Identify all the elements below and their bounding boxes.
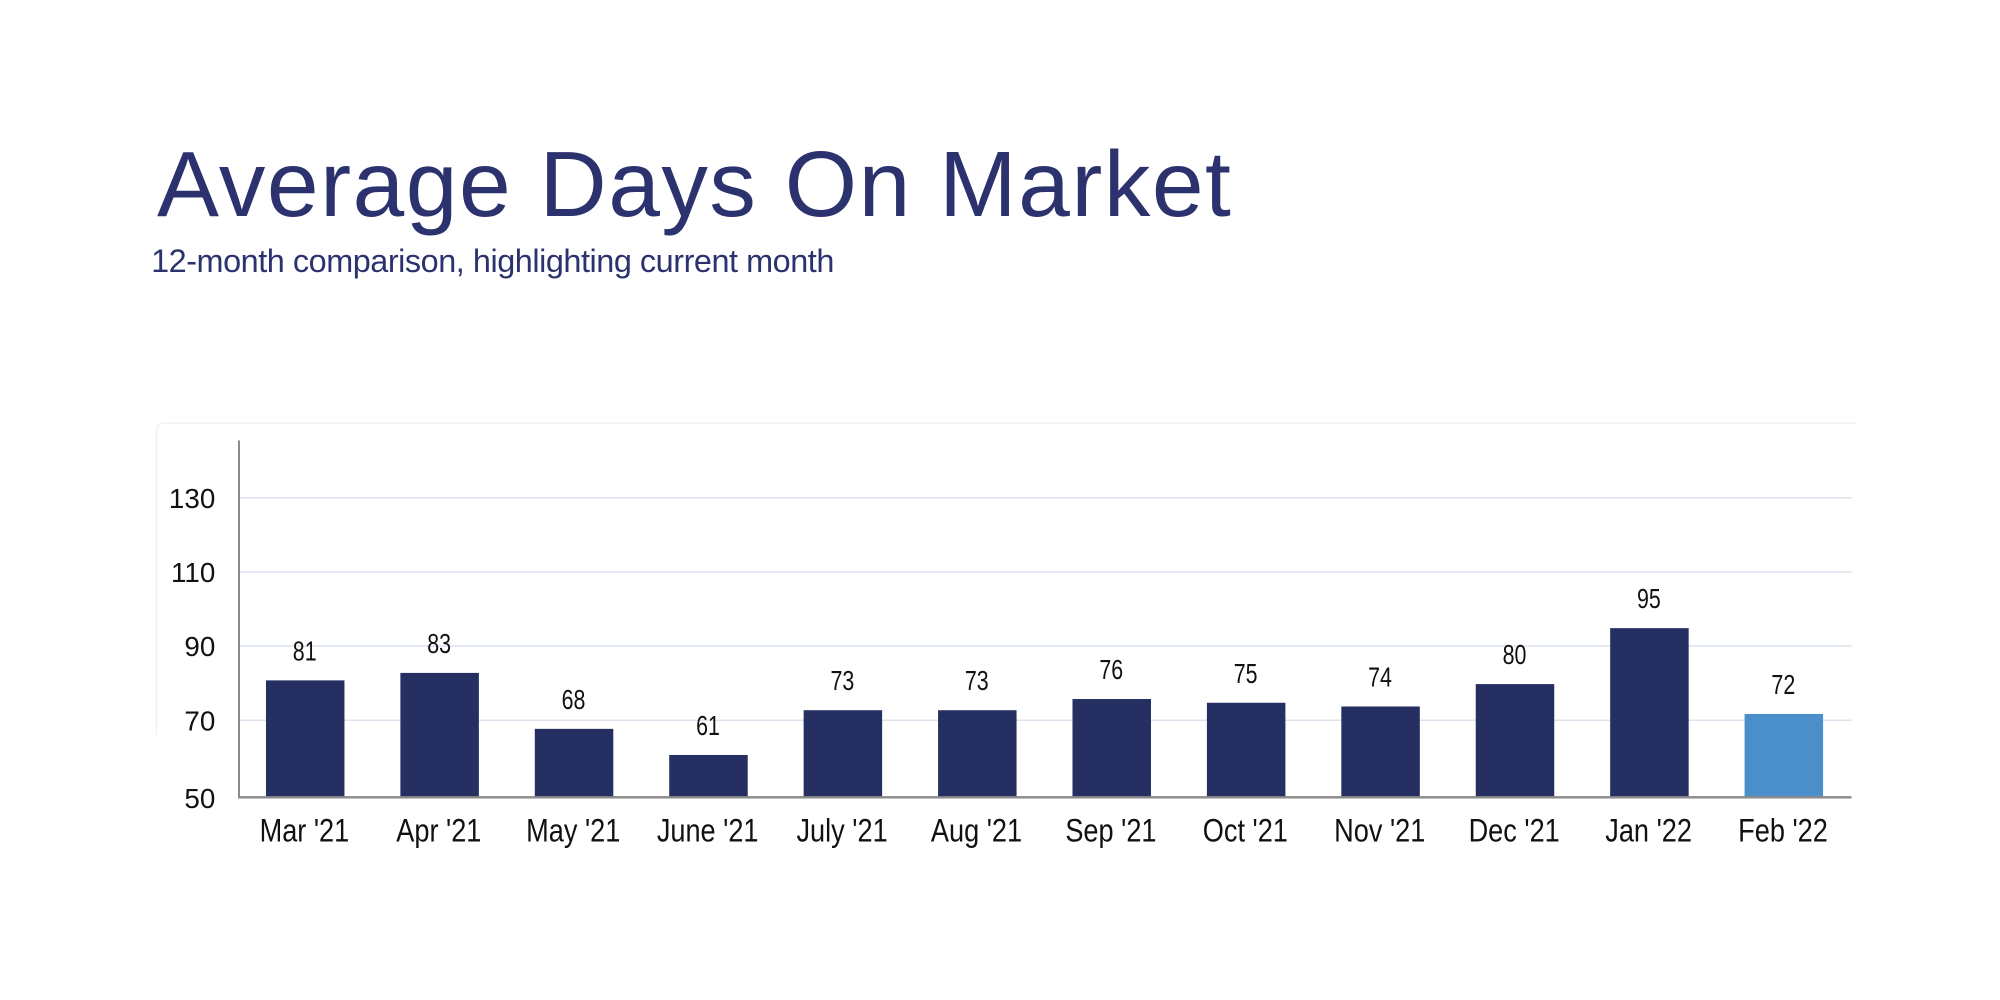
svg-text:110: 110 (171, 557, 215, 588)
svg-text:Oct '21: Oct '21 (1203, 812, 1288, 849)
svg-text:Average Days On Market: Average Days On Market (157, 132, 1232, 236)
svg-text:95: 95 (1637, 583, 1661, 614)
svg-text:May '21: May '21 (526, 812, 620, 849)
svg-text:Mar '21: Mar '21 (260, 812, 350, 849)
svg-text:Sep '21: Sep '21 (1065, 812, 1156, 849)
svg-text:July '21: July '21 (796, 812, 887, 849)
svg-text:50: 50 (184, 783, 215, 814)
svg-text:90: 90 (184, 631, 215, 662)
svg-text:130: 130 (169, 483, 215, 514)
svg-text:73: 73 (965, 665, 989, 696)
svg-text:72: 72 (1771, 669, 1795, 700)
svg-text:12-month comparison, highlight: 12-month comparison, highlighting curren… (151, 243, 834, 279)
svg-text:73: 73 (830, 665, 854, 696)
svg-text:76: 76 (1099, 654, 1123, 685)
svg-text:68: 68 (562, 684, 586, 715)
svg-text:Feb '22: Feb '22 (1738, 812, 1828, 849)
svg-text:Apr '21: Apr '21 (396, 812, 481, 849)
svg-text:Jan '22: Jan '22 (1605, 812, 1692, 849)
svg-text:80: 80 (1503, 639, 1527, 670)
svg-text:Dec '21: Dec '21 (1469, 812, 1560, 849)
svg-text:Aug '21: Aug '21 (931, 812, 1022, 849)
svg-text:83: 83 (427, 628, 451, 659)
svg-text:June '21: June '21 (657, 812, 759, 849)
svg-text:75: 75 (1234, 658, 1258, 689)
svg-text:70: 70 (184, 705, 215, 736)
svg-text:61: 61 (696, 710, 720, 741)
svg-text:74: 74 (1368, 661, 1392, 692)
svg-text:81: 81 (293, 635, 317, 666)
svg-text:Nov '21: Nov '21 (1334, 812, 1425, 849)
